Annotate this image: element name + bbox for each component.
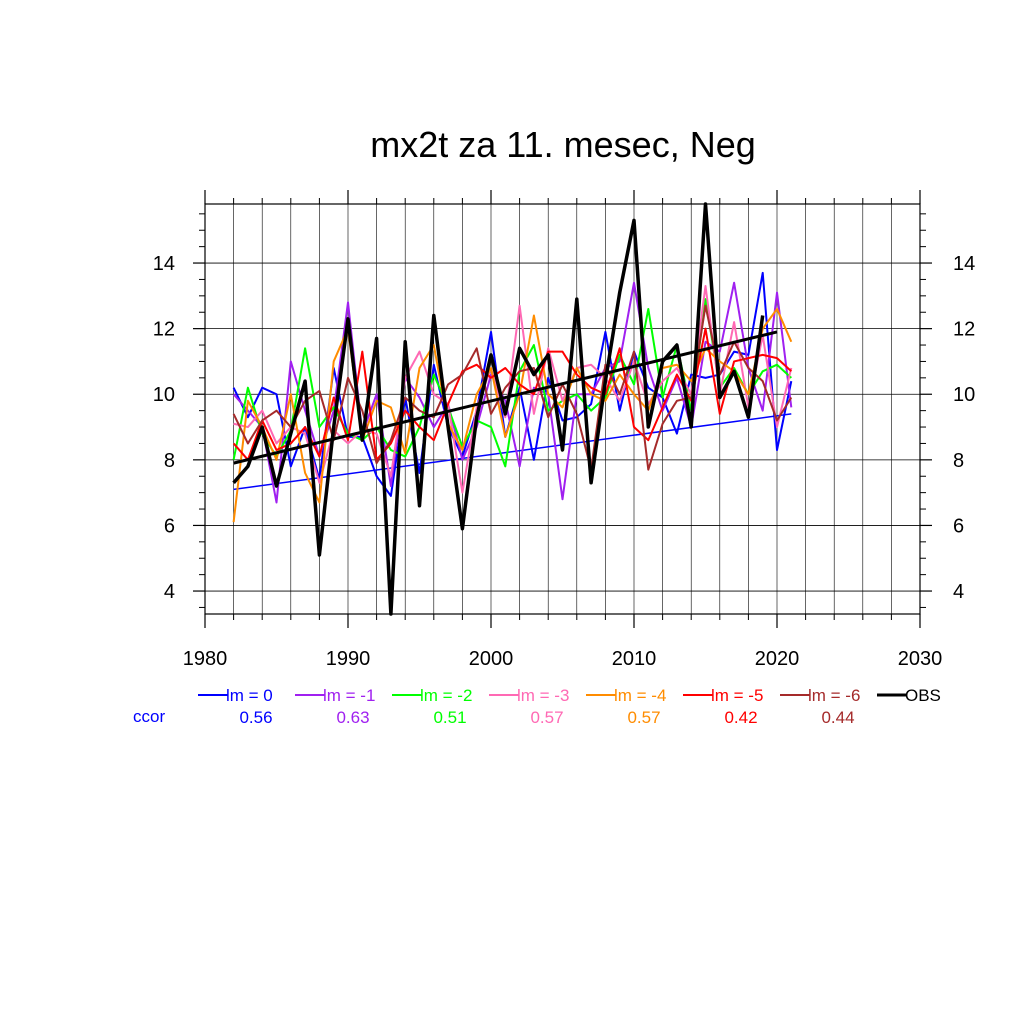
y-tick-label-right: 6 xyxy=(953,515,964,537)
x-tick-label: 2010 xyxy=(612,648,657,670)
series-line-7 xyxy=(232,202,765,616)
x-tick-label: 1990 xyxy=(326,648,371,670)
y-tick-label-right: 14 xyxy=(953,253,975,275)
ccor-value-6: 0.44 xyxy=(821,708,854,727)
legend-label-5: lm = -5 xyxy=(711,686,763,705)
ccor-value-2: 0.51 xyxy=(433,708,466,727)
y-tick-label: 14 xyxy=(153,253,175,275)
legend-label-7: OBS xyxy=(905,686,941,705)
legend-label-2: lm = -2 xyxy=(420,686,472,705)
y-tick-label: 12 xyxy=(153,319,175,341)
y-tick-label: 10 xyxy=(153,384,175,406)
y-tick-label: 8 xyxy=(164,450,175,472)
legend-label-1: lm = -1 xyxy=(323,686,375,705)
chart-title: mx2t za 11. mesec, Neg xyxy=(370,124,756,165)
ccor-value-0: 0.56 xyxy=(239,708,272,727)
legend-label-3: lm = -3 xyxy=(517,686,569,705)
series-group xyxy=(232,202,793,616)
y-tick-label: 4 xyxy=(164,581,175,603)
x-tick-label: 1980 xyxy=(183,648,228,670)
y-tick-label-right: 4 xyxy=(953,581,964,603)
plot-frame xyxy=(204,203,921,615)
grid xyxy=(205,204,920,614)
x-tick-label: 2020 xyxy=(755,648,800,670)
x-tick-label: 2030 xyxy=(898,648,943,670)
ccor-value-1: 0.63 xyxy=(336,708,369,727)
ccor-label: ccor xyxy=(133,707,165,726)
y-tick-label-right: 8 xyxy=(953,450,964,472)
x-tick-label: 2000 xyxy=(469,648,514,670)
y-tick-label: 6 xyxy=(164,515,175,537)
ccor-value-3: 0.57 xyxy=(530,708,563,727)
legend-label-4: lm = -4 xyxy=(614,686,666,705)
legend: ccor lm = 0 0.56 lm = -1 0.63 lm = -2 0.51 lm =… xyxy=(133,686,941,727)
legend-label-6: lm = -6 xyxy=(808,686,860,705)
trend-line-7 xyxy=(233,330,778,465)
legend-label-0: lm = 0 xyxy=(226,686,273,705)
axis-ticks: 1980 1990 2000 2010 2020 2030 4 4 6 6 8 8 10 10 12 12 14… xyxy=(153,190,975,670)
ccor-value-5: 0.42 xyxy=(724,708,757,727)
y-tick-label-right: 12 xyxy=(953,319,975,341)
ccor-value-4: 0.57 xyxy=(627,708,660,727)
y-tick-label-right: 10 xyxy=(953,384,975,406)
